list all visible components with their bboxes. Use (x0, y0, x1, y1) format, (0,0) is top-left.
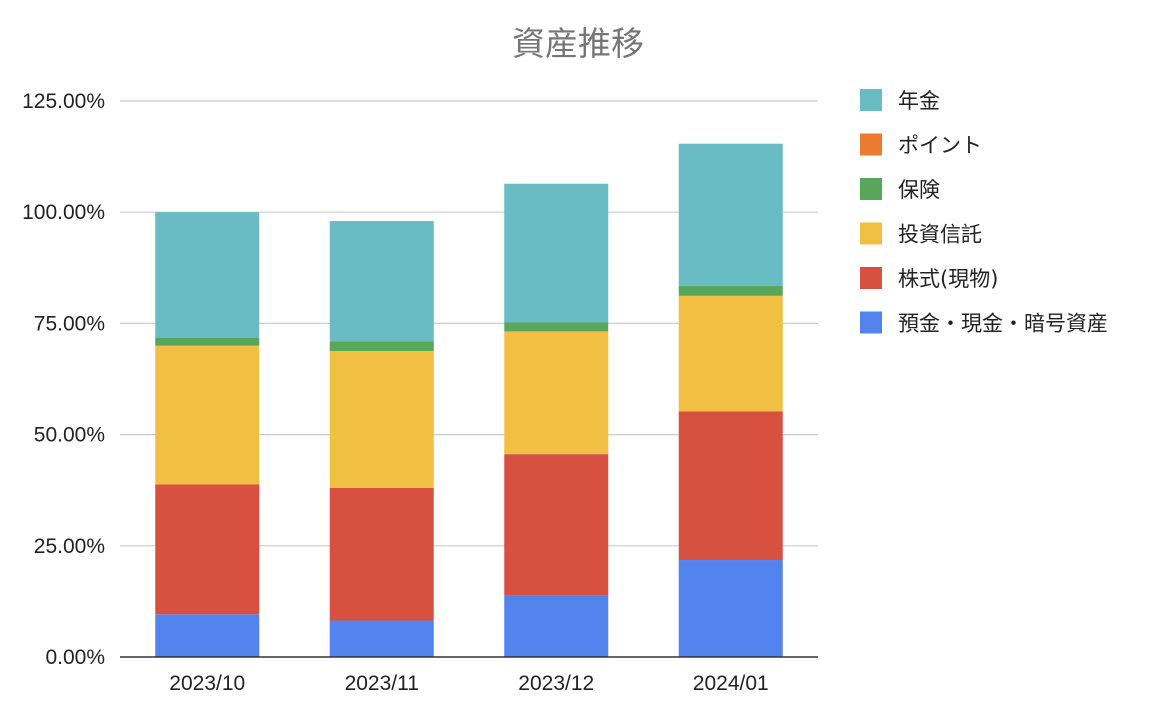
bar-segment[interactable] (678, 286, 783, 296)
bars (155, 143, 783, 657)
legend-label: 預金・現金・暗号資産 (898, 312, 1108, 336)
bar-segment[interactable] (155, 212, 260, 338)
bar-segment[interactable] (504, 183, 609, 323)
x-tick-label: 2023/10 (169, 672, 245, 695)
y-tick-label: 0.00% (45, 646, 105, 669)
bar-segment[interactable] (678, 560, 783, 657)
bar-segment[interactable] (155, 345, 260, 485)
bar-segment[interactable] (155, 614, 260, 657)
bar-segment[interactable] (329, 487, 434, 621)
legend-item[interactable]: 株式(現物) (860, 267, 998, 291)
axes: 0.00% 25.00% 50.00% 75.00% 100.00% 125.00% 202… (22, 90, 818, 695)
legend-item[interactable]: 預金・現金・暗号資産 (860, 311, 1108, 336)
x-tick-label: 2024/01 (693, 672, 769, 695)
bar-segment[interactable] (678, 295, 783, 412)
legend-item[interactable]: 年金 (860, 89, 940, 113)
bar-segment[interactable] (155, 484, 260, 615)
bar-segment[interactable] (504, 595, 609, 657)
y-tick-label: 25.00% (34, 535, 105, 558)
legend-label: 保険 (898, 178, 940, 202)
legend-label: 株式(現物) (898, 267, 998, 291)
legend-swatch (860, 133, 882, 156)
bar-segment[interactable] (329, 221, 434, 342)
bar-segment[interactable] (329, 620, 434, 657)
bar-segment[interactable] (504, 454, 609, 596)
bar-segment[interactable] (504, 322, 609, 332)
bar-segment[interactable] (155, 337, 260, 346)
legend-label: 投資信託 (898, 223, 982, 247)
legend-label: 年金 (898, 89, 940, 113)
legend-swatch (860, 178, 882, 200)
bar-segment[interactable] (678, 143, 783, 287)
chart-title: 資産推移 (512, 24, 644, 63)
bar-segment[interactable] (504, 331, 609, 455)
y-tick-label: 50.00% (34, 424, 105, 447)
legend-swatch (860, 222, 882, 245)
y-tick-label: 125.00% (22, 90, 105, 113)
y-tick-label: 100.00% (22, 201, 105, 224)
bar-segment[interactable] (329, 350, 434, 488)
bar-segment[interactable] (678, 411, 783, 561)
bar-segment[interactable] (329, 341, 434, 351)
legend-label: ポイント (898, 134, 982, 158)
legend-item[interactable]: 投資信託 (860, 222, 982, 247)
legend-swatch (860, 267, 882, 289)
legend-swatch (860, 311, 882, 334)
x-tick-label: 2023/12 (518, 672, 594, 695)
y-tick-label: 75.00% (34, 312, 105, 335)
legend-swatch (860, 89, 882, 111)
legend-item[interactable]: 保険 (860, 178, 940, 202)
x-tick-label: 2023/11 (345, 672, 419, 695)
legend-item[interactable]: ポイント (860, 133, 982, 158)
